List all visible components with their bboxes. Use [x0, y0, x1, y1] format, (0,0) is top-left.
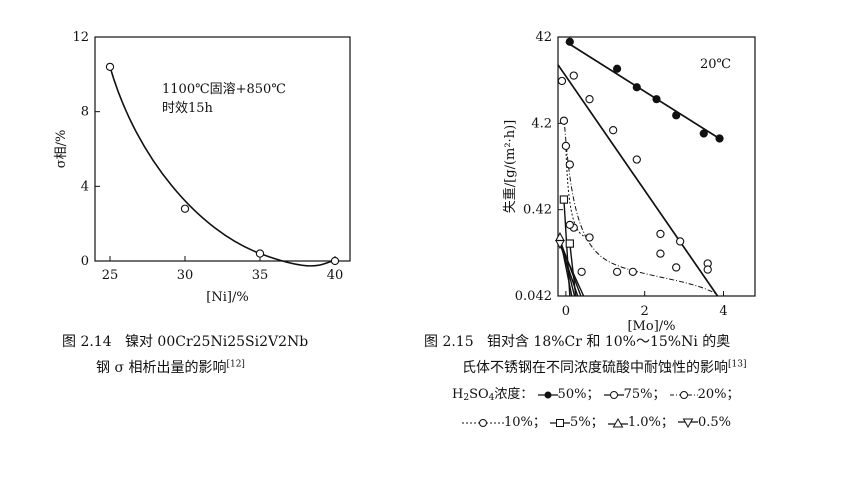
right-series-1-point-6 [675, 237, 685, 246]
right-series-2-point-7 [672, 263, 681, 272]
right-series-0-point-6 [715, 134, 724, 143]
right-chart: 0 2 4 0.042 0.42 4.2 42 [Mo]/% 失重/[g/(m²·h)] 20℃ [502, 30, 756, 334]
right-series-0-point-1 [613, 64, 622, 73]
right-series-1-point-0 [557, 76, 567, 86]
left-annotation-2: 时效15h [162, 101, 214, 116]
right-series-5-point-0 [555, 231, 565, 242]
right-series-0-point-2 [632, 83, 641, 92]
left-xlabel: [Ni]/% [206, 290, 248, 305]
right-series-2-point-3 [577, 267, 586, 276]
left-caption-ref: [12] [226, 359, 245, 370]
left-chart: 25 30 35 40 0 4 8 12 [Ni]/% σ相/% 1100℃固溶+850℃ 时效15h [54, 30, 351, 305]
right-series-0-point-0 [565, 37, 574, 46]
right-series-3-point-0 [561, 141, 571, 151]
right-ytick-label-0: 0.042 [515, 289, 552, 304]
right-series-1-point-4 [632, 155, 641, 164]
fit-line-75 [557, 64, 719, 297]
left-curve [109, 66, 336, 267]
legend-item-10: 10%； [504, 415, 546, 430]
left-caption-line1: 图 2.14 镍对 00Cr25Ni25Si2V2Nb [62, 331, 308, 351]
legend-icon-05 [677, 415, 698, 430]
right-plot-frame [557, 36, 756, 297]
legend-icon-20 [669, 387, 698, 402]
left-caption-text2: 钢 σ 相析出量的影响 [96, 360, 227, 376]
right-ytick-label-3: 42 [535, 30, 552, 45]
legend-sub2: 4 [488, 393, 495, 403]
left-ytick-label-3: 12 [72, 30, 89, 45]
right-xtick-label-0: 0 [562, 304, 570, 319]
right-xlabel: [Mo]/% [627, 319, 675, 334]
left-caption-line2: 钢 σ 相析出量的影响[12] [96, 357, 245, 377]
left-xtick-label-0: 25 [102, 268, 119, 283]
left-xtick-label-1: 30 [177, 268, 194, 283]
left-ytick-label-2: 8 [81, 105, 89, 120]
right-series-2-point-0 [559, 116, 569, 125]
right-series-2-point-4 [612, 267, 622, 276]
right-series-1-point-1 [569, 71, 578, 80]
right-series-4-point-0 [559, 195, 569, 204]
left-point-1 [180, 204, 190, 213]
legend-icon-1 [607, 415, 628, 430]
right-caption-line2: 氏体不锈钢在不同浓度硫酸中耐蚀性的影响[13] [462, 357, 746, 377]
right-caption-prefix: 图 2.15 [424, 334, 474, 350]
left-point-0 [105, 62, 115, 72]
right-caption-ref: [13] [728, 359, 747, 370]
left-xtick-label-3: 40 [327, 268, 344, 283]
legend-item-20: 20%； [697, 387, 740, 402]
legend-line1: H2SO4浓度： 50%； 75%； 20%； [452, 383, 740, 403]
left-xtick-label-2: 35 [252, 268, 269, 283]
right-series-0-point-3 [652, 95, 661, 104]
left-caption-prefix: 图 2.14 [62, 334, 112, 350]
left-ytick-label-0: 0 [81, 254, 89, 269]
right-caption-line1: 图 2.15 钼对含 18%Cr 和 10%～15%Ni 的奥 [424, 331, 730, 351]
left-caption-text: 镍对 00Cr25Ni25Si2V2Nb [124, 334, 309, 350]
fit-line-5b [569, 243, 577, 297]
left-ytick-label-1: 4 [81, 179, 89, 194]
fit-curve-20 [563, 116, 716, 294]
right-series-1-point-5 [656, 229, 665, 239]
right-xtick-label-1: 2 [641, 304, 649, 319]
fit-line-5 [563, 199, 571, 297]
left-ylabel: σ相/% [54, 130, 69, 169]
right-series-2-point-5 [628, 267, 638, 276]
left-plot-frame [94, 36, 351, 262]
right-xtick-label-2: 4 [719, 304, 727, 319]
right-series-3-point-2 [585, 233, 594, 242]
right-annotation: 20℃ [700, 57, 731, 72]
legend-item-50: 50%； [557, 387, 600, 402]
legend-item-1: 1.0%； [627, 415, 674, 430]
legend-item-75: 75%； [623, 387, 666, 402]
right-ytick-label-2: 4.2 [531, 116, 552, 131]
legend-line2: 10%； 5%； 1.0%； 0.5% [462, 411, 731, 430]
legend-icon-75 [603, 387, 624, 402]
right-series-1-point-3 [609, 126, 618, 135]
right-caption-text: 钼对含 18%Cr 和 10%～15%Ni 的奥 [486, 334, 731, 350]
right-series-0-point-5 [699, 129, 708, 138]
legend-icon-50 [537, 387, 558, 402]
right-series-0-point-4 [672, 111, 681, 120]
right-ytick-label-1: 0.42 [523, 203, 552, 218]
legend-label: 浓度： [494, 387, 534, 402]
right-series-2-point-1 [565, 160, 574, 169]
legend-sub1: 2 [463, 393, 470, 403]
right-series-4-point-1 [565, 239, 574, 248]
legend-icon-10 [462, 415, 504, 430]
right-caption-text2: 氏体不锈钢在不同浓度硫酸中耐蚀性的影响 [462, 360, 728, 376]
right-series-2-point-6 [656, 249, 665, 258]
left-point-3 [330, 256, 340, 266]
legend-item-05: 0.5% [697, 415, 732, 430]
right-series-1-point-2 [585, 95, 594, 104]
right-series-3-point-1 [565, 220, 574, 230]
right-series-2-point-8 [703, 265, 712, 274]
legend-icon-5 [550, 415, 571, 430]
right-ylabel: 失重/[g/(m²·h)] [502, 120, 518, 213]
fit-line-50 [565, 41, 722, 141]
right-series-6-point-0 [555, 240, 565, 250]
legend-so: SO [469, 387, 489, 402]
legend-item-5: 5%； [570, 415, 604, 430]
left-annotation-1: 1100℃固溶+850℃ [162, 82, 286, 97]
left-point-2 [255, 249, 265, 258]
legend-h: H [452, 387, 464, 402]
